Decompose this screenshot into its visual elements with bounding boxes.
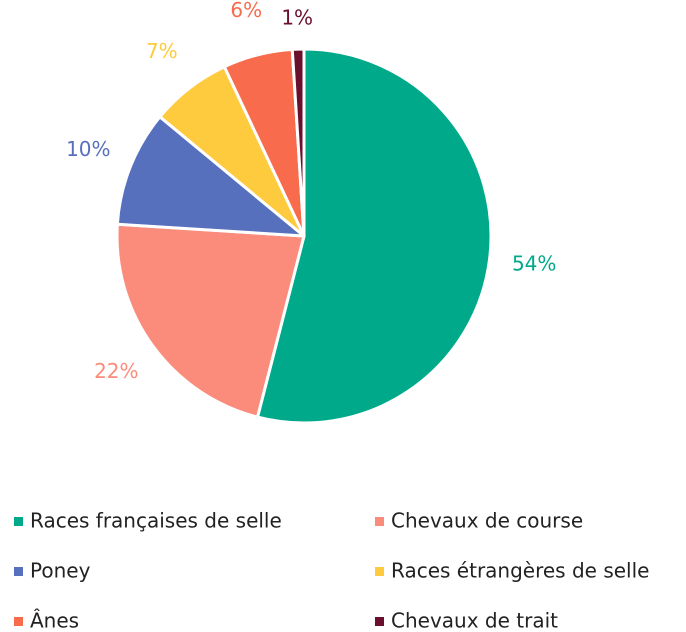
legend-label: Races étrangères de selle [391, 559, 649, 583]
legend-label: Chevaux de trait [391, 609, 558, 632]
legend-swatch [14, 617, 23, 626]
legend-swatch [14, 567, 23, 576]
value-label: 54% [512, 252, 556, 276]
value-label: 10% [66, 137, 110, 161]
legend-label: Chevaux de course [391, 509, 583, 533]
pie-slice [115, 222, 306, 419]
pie-slice [255, 47, 493, 425]
value-label: 7% [146, 39, 178, 63]
legend-label: Ânes [30, 609, 79, 632]
value-label: 1% [281, 6, 313, 30]
legend-swatch [375, 567, 384, 576]
value-label: 22% [94, 359, 138, 383]
legend-label: Races françaises de selle [30, 509, 282, 533]
legend-swatch [375, 517, 384, 526]
legend-label: Poney [30, 559, 91, 583]
pie-slice [290, 47, 306, 238]
value-label: 6% [230, 0, 262, 22]
pie-slice [115, 115, 306, 238]
legend-swatch [375, 617, 384, 626]
legend-swatch [14, 517, 23, 526]
